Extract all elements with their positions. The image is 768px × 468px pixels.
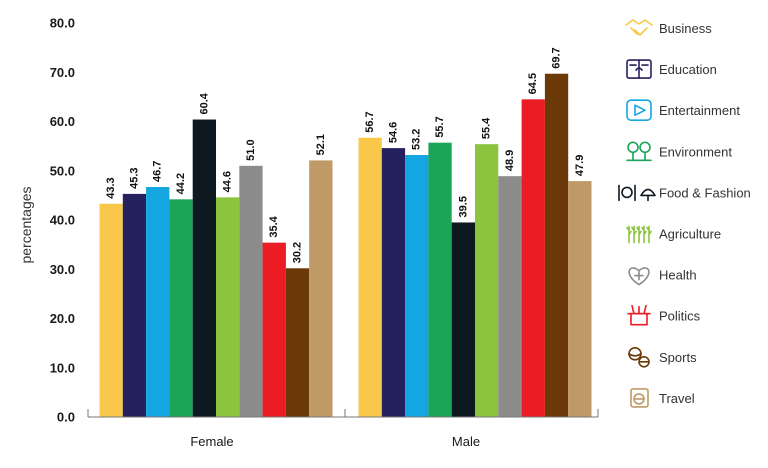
y-tick-label: 60.0	[50, 114, 75, 129]
data-label: 47.9	[574, 155, 586, 176]
y-tick-label: 50.0	[50, 163, 75, 178]
bar	[568, 181, 592, 417]
bar	[169, 199, 193, 417]
data-label: 39.5	[457, 196, 469, 217]
data-label: 69.7	[551, 47, 563, 68]
legend-label: Sports	[659, 350, 697, 365]
legend-item: Food & Fashion	[618, 184, 751, 202]
bar	[216, 197, 240, 417]
x-axis	[87, 409, 599, 418]
bar	[122, 193, 147, 417]
bar	[405, 154, 429, 418]
legend-item: Travel	[630, 388, 695, 408]
legend-label: Entertainment	[659, 103, 740, 118]
legend-label: Food & Fashion	[659, 185, 751, 200]
data-label: 44.6	[222, 171, 234, 192]
bar	[192, 119, 216, 417]
y-tick-label: 40.0	[50, 213, 75, 228]
y-tick-label: 0.0	[57, 410, 75, 425]
heart-plus-icon	[628, 267, 650, 286]
bar	[544, 73, 569, 417]
food-fashion-icon	[618, 184, 656, 202]
bar	[428, 142, 452, 418]
legend-item: Health	[628, 267, 697, 286]
bar	[475, 144, 499, 417]
legend-label: Travel	[659, 391, 695, 406]
data-label: 44.2	[175, 173, 187, 194]
data-label: 43.3	[105, 177, 117, 198]
x-category-label: Male	[452, 434, 480, 449]
x-category-label: Female	[190, 434, 233, 449]
bar	[498, 176, 522, 417]
legend-item: Education	[626, 59, 717, 79]
y-tick-label: 70.0	[50, 65, 75, 80]
data-label: 35.4	[268, 215, 280, 237]
data-label: 60.4	[198, 92, 210, 114]
data-label: 53.2	[411, 129, 423, 150]
data-label: 46.7	[152, 161, 164, 182]
bar	[99, 203, 123, 417]
bar	[146, 187, 170, 417]
bar	[309, 160, 333, 417]
legend: Business Education Entertainment Environmen…	[618, 19, 751, 408]
bars-group: 43.3 45.3 46.7 44.2 60.4 44.6 51.0 35.4 30.2 52.1…	[99, 47, 592, 418]
balls-icon	[628, 346, 650, 368]
data-label: 45.3	[128, 167, 140, 188]
legend-item: Business	[625, 19, 712, 36]
legend-label: Politics	[659, 309, 701, 324]
data-label: 55.7	[434, 116, 446, 137]
bar	[381, 148, 406, 417]
legend-item: Politics	[627, 304, 701, 326]
bar	[358, 137, 382, 417]
legend-label: Environment	[659, 144, 732, 159]
data-label: 52.1	[315, 134, 327, 155]
data-label: 64.5	[527, 73, 539, 94]
podium-icon	[627, 304, 651, 326]
trees-icon	[626, 141, 652, 162]
y-tick-label: 10.0	[50, 360, 75, 375]
data-label: 55.4	[481, 117, 493, 139]
crops-icon	[626, 225, 652, 244]
legend-item: Agriculture	[626, 225, 721, 244]
legend-item: Sports	[628, 346, 697, 368]
data-label: 30.2	[292, 242, 304, 263]
book-icon	[626, 59, 652, 79]
passport-icon	[630, 388, 649, 408]
legend-label: Health	[659, 268, 697, 283]
bar	[262, 242, 286, 417]
y-tick-label: 30.0	[50, 262, 75, 277]
y-axis-title: percentages	[18, 186, 34, 263]
legend-item: Entertainment	[626, 99, 740, 121]
y-tick-label: 80.0	[50, 16, 75, 31]
x-axis-category-labels: Female Male	[190, 434, 480, 449]
legend-item: Environment	[626, 141, 732, 162]
bar	[451, 222, 475, 417]
handshake-icon	[625, 19, 653, 36]
bar	[285, 268, 310, 417]
y-tick-label: 20.0	[50, 311, 75, 326]
legend-label: Agriculture	[659, 227, 721, 242]
data-label: 56.7	[364, 111, 376, 132]
y-axis-ticks: 0.0 10.0 20.0 30.0 40.0 50.0 60.0 70.0 80.0	[50, 16, 75, 425]
bar	[239, 165, 263, 417]
data-label: 48.9	[504, 150, 516, 171]
play-icon	[626, 99, 652, 121]
legend-label: Business	[659, 21, 712, 36]
data-label: 51.0	[245, 139, 257, 160]
legend-label: Education	[659, 62, 717, 77]
data-label: 54.6	[387, 122, 399, 143]
bar	[521, 99, 545, 418]
